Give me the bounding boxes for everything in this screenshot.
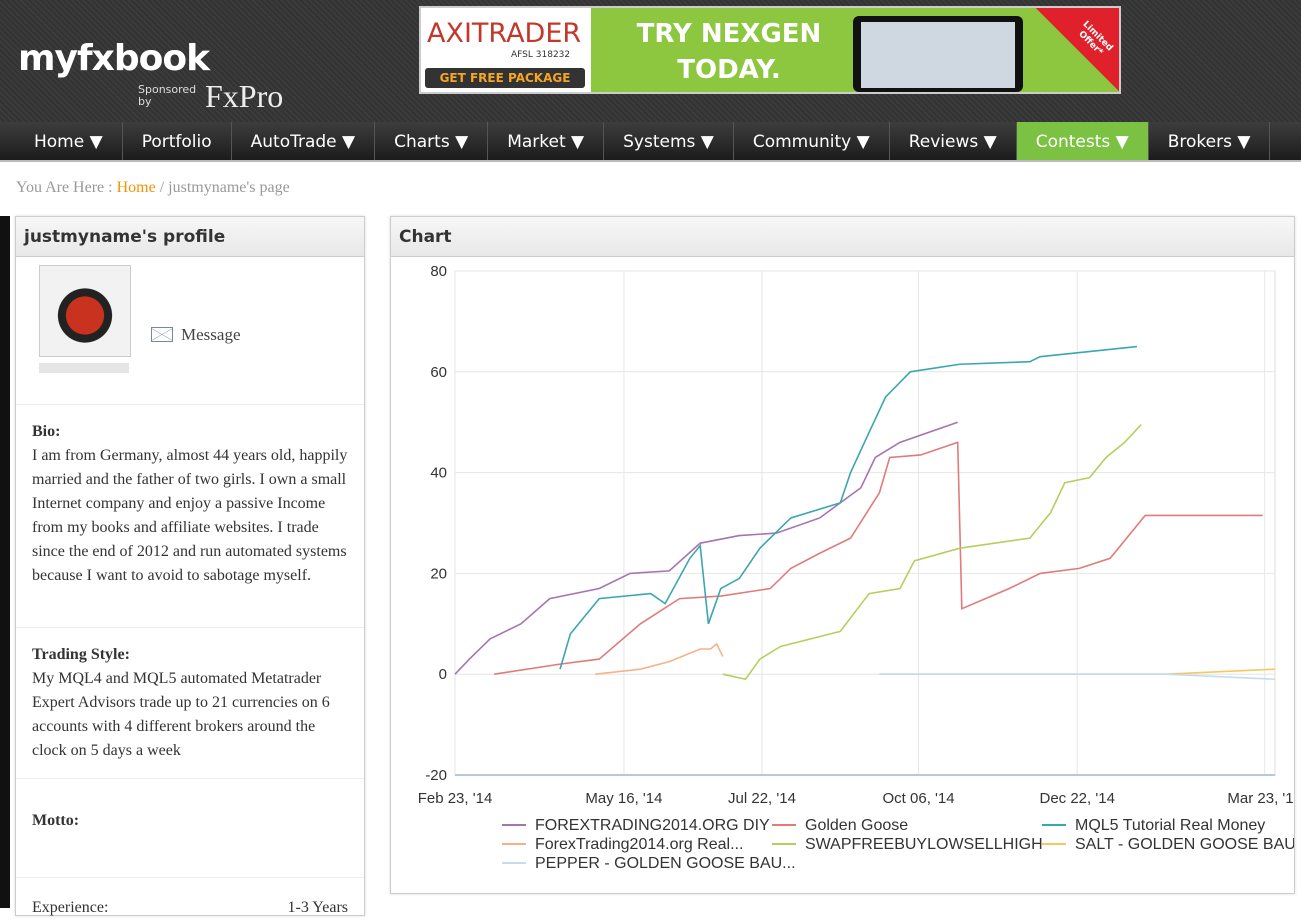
nav-item[interactable]: Market ▼ (488, 122, 605, 160)
ad-button[interactable]: GET FREE PACKAGE (425, 68, 585, 88)
y-tick-label: 60 (430, 364, 447, 381)
ad-brand: AXITRADER (427, 18, 582, 49)
x-tick-label: Oct 06, '14 (883, 790, 955, 807)
ad-ribbon-text: Limited Offer* (1076, 19, 1115, 58)
avatar-bar (39, 363, 129, 373)
avatar[interactable] (39, 265, 131, 357)
text: My MQL4 and MQL5 automated Metatrader Ex… (32, 670, 330, 759)
panel-title: justmyname's profile (16, 217, 364, 257)
plot-border (454, 270, 1276, 776)
message-text[interactable]: Message (181, 325, 241, 344)
nav-item[interactable]: Charts ▼ (375, 122, 489, 160)
ad-banner[interactable]: AXITRADER AFSL 318232 GET FREE PACKAGE T… (419, 6, 1121, 94)
ad-license: AFSL 318232 (511, 50, 571, 60)
legend-label: FOREXTRADING2014.ORG DIY (535, 817, 770, 834)
legend-label: SWAPFREEBUYLOWSELLHIGH (805, 836, 1043, 853)
nav-item[interactable]: Reviews ▼ (890, 122, 1017, 160)
series-line (879, 673, 1276, 681)
y-tick-label: 20 (430, 565, 447, 582)
y-tick-label: 80 (430, 263, 447, 280)
chart-panel: Chart -20 0 20 40 60 80 Feb 23, '14 May 16, '14… (390, 216, 1295, 894)
x-tick-label: Feb 23, '14 (418, 790, 493, 807)
panel-title: Chart (391, 217, 1294, 257)
text: I am from Germany, almost 44 years old, … (32, 447, 348, 584)
y-tick-label: 0 (439, 666, 447, 683)
legend-label: MQL5 Tutorial Real Money (1075, 817, 1265, 834)
nav-item[interactable]: Contests ▼ (1016, 122, 1149, 160)
nav-bar: Home ▼ Portfolio AutoTrade ▼ Charts ▼ Market… (0, 122, 1301, 162)
series-line (722, 424, 1142, 681)
legend-label: SALT - GOLDEN GOOSE BAU... (1075, 836, 1294, 853)
x-tick-label: Jul 22, '14 (728, 790, 796, 807)
sponsored: Sponsored by (138, 83, 197, 108)
series-line (595, 642, 724, 675)
nav-item[interactable]: Home ▼ (15, 122, 123, 160)
side-strip (0, 216, 10, 908)
ad-screen (853, 16, 1023, 92)
ad-headline: TRY NEXGEN TODAY. (629, 16, 829, 88)
x-tick-label: Dec 22, '14 (1040, 790, 1115, 807)
logo[interactable]: myfxbook (18, 38, 210, 79)
nav-item[interactable]: Portfolio (123, 122, 232, 160)
series-line (559, 345, 1138, 670)
crumb-home[interactable]: Home (116, 179, 156, 196)
profile-panel: justmyname's profile Message Bio: I am fr… (15, 216, 365, 916)
value: 1-3 Years (287, 899, 348, 916)
label: Motto: (32, 812, 80, 829)
crumb-page: / justmyname's page (159, 179, 290, 196)
x-tick-label: May 16, '14 (585, 790, 662, 807)
ad-ribbon: Limited Offer* (1036, 8, 1119, 92)
crumb-label: You Are Here : (16, 179, 113, 196)
nav-item[interactable]: Brokers ▼ (1149, 122, 1271, 160)
header: myfxbook Sponsored by FxPro AXITRADER AF… (0, 0, 1301, 122)
series-line (494, 441, 1263, 675)
label: Bio: (32, 423, 61, 440)
label: Experience: (32, 899, 109, 916)
ad-line: TRY NEXGEN (636, 19, 822, 49)
sponsor[interactable]: FxPro (205, 78, 284, 114)
legend-label: ForexTrading2014.org Real... (535, 836, 743, 853)
ad-left: AXITRADER AFSL 318232 GET FREE PACKAGE (421, 8, 591, 92)
series-line (454, 421, 958, 675)
bio-section: Bio: I am from Germany, almost 44 years o… (16, 404, 364, 628)
message-link[interactable]: Message (151, 325, 240, 345)
experience-row: Experience: 1-3 Years (16, 877, 364, 917)
y-tick-label: 40 (430, 465, 447, 482)
nav-item[interactable]: Community ▼ (734, 122, 890, 160)
motto-section: Motto: (16, 778, 364, 878)
ad-line: TODAY. (677, 55, 781, 85)
nav-item[interactable]: Systems ▼ (604, 122, 734, 160)
nav-item[interactable]: AutoTrade ▼ (232, 122, 376, 160)
x-tick-label: Mar 23, '15 (1227, 790, 1294, 807)
legend-label: Golden Goose (805, 817, 908, 834)
chart: -20 0 20 40 60 80 Feb 23, '14 May 16, '14 Jul 22… (418, 263, 1294, 872)
y-tick-label: -20 (425, 767, 447, 784)
style-section: Trading Style: My MQL4 and MQL5 automated… (16, 627, 364, 779)
ad-screen-content (861, 22, 1015, 88)
legend-label: PEPPER - GOLDEN GOOSE BAU... (535, 855, 796, 872)
label: Trading Style: (32, 646, 130, 663)
breadcrumb: You Are Here : Home / justmyname's page (16, 179, 290, 197)
